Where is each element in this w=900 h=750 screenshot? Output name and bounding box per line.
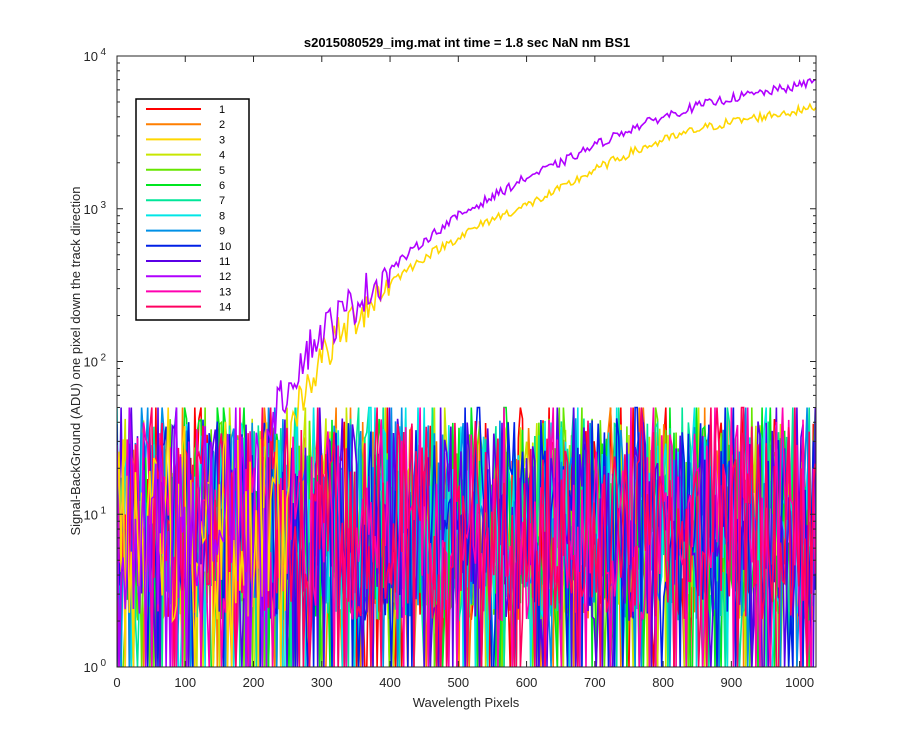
y-tick-exponent: 2: [100, 353, 106, 364]
legend-label-7: 7: [219, 195, 225, 207]
y-tick-exponent: 4: [100, 47, 106, 58]
legend-label-2: 2: [219, 119, 225, 131]
y-tick-label: 10: [84, 660, 98, 675]
y-tick-exponent: 1: [100, 505, 106, 516]
chart-title: s2015080529_img.mat int time = 1.8 sec N…: [304, 35, 630, 50]
legend-label-11: 11: [219, 256, 230, 268]
legend-label-8: 8: [219, 210, 225, 222]
x-tick-label: 800: [652, 675, 674, 690]
series-12-line: [117, 77, 816, 667]
x-tick-label: 0: [113, 675, 120, 690]
legend-label-3: 3: [219, 134, 225, 146]
legend-label-13: 13: [219, 286, 231, 298]
legend-label-14: 14: [219, 302, 231, 314]
legend-label-5: 5: [219, 165, 225, 177]
legend-box: [135, 98, 250, 321]
x-tick-label: 500: [447, 675, 469, 690]
y-tick-label: 10: [84, 49, 98, 64]
y-tick-label: 10: [84, 202, 98, 217]
x-tick-label: 300: [311, 675, 333, 690]
legend-label-4: 4: [219, 150, 225, 162]
y-tick-exponent: 3: [100, 200, 106, 211]
x-tick-label: 900: [721, 675, 743, 690]
x-tick-label: 600: [516, 675, 538, 690]
x-axis-label: Wavelength Pixels: [413, 695, 520, 710]
series-3-line: [117, 102, 816, 667]
series-layer: [117, 77, 816, 667]
x-tick-label: 400: [379, 675, 401, 690]
y-tick-exponent: 0: [100, 658, 106, 669]
y-tick-label: 10: [84, 507, 98, 522]
legend-label-9: 9: [219, 226, 225, 238]
legend-label-12: 12: [219, 271, 231, 283]
legend-label-6: 6: [219, 180, 225, 192]
legend-label-10: 10: [219, 241, 231, 253]
x-tick-label: 100: [174, 675, 196, 690]
x-tick-label: 700: [584, 675, 606, 690]
y-axis-label: Signal-BackGround (ADU) one pixel down t…: [68, 186, 83, 535]
x-tick-label: 200: [243, 675, 265, 690]
y-tick-label: 10: [84, 355, 98, 370]
legend-label-1: 1: [219, 104, 225, 116]
x-tick-label: 1000: [785, 675, 814, 690]
